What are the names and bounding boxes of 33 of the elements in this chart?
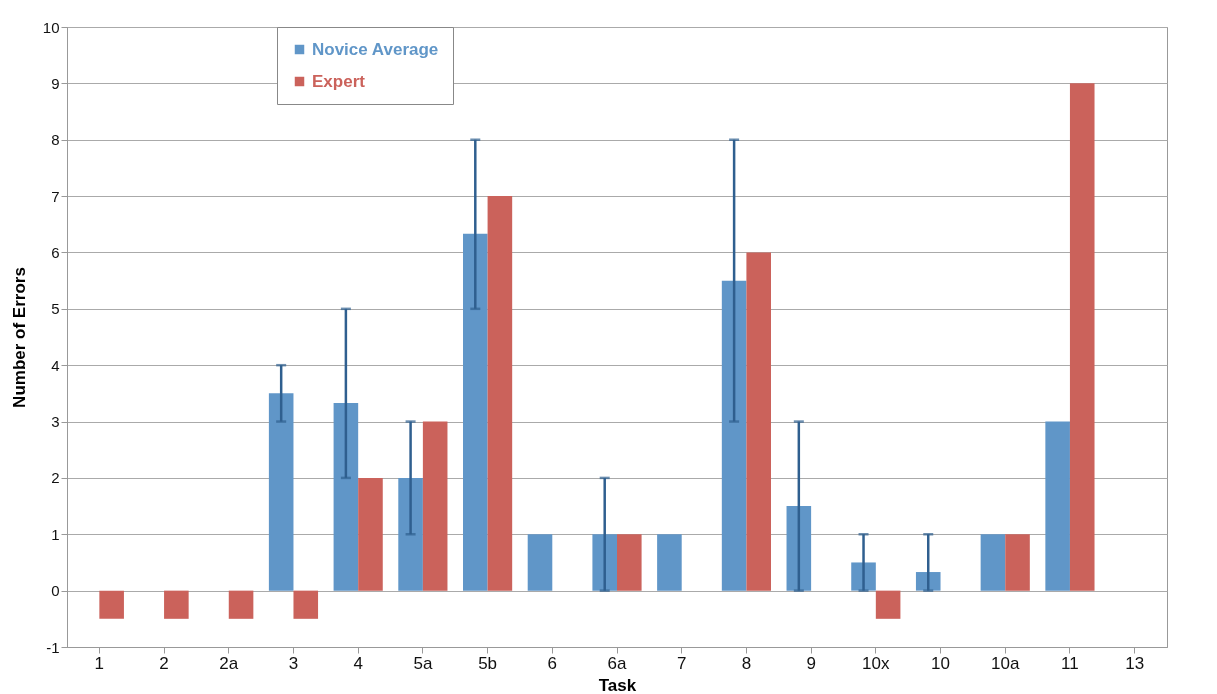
x-tick-label: 10x [862, 653, 891, 673]
x-tick-label: 11 [1061, 653, 1079, 673]
x-tick-label: 13 [1125, 653, 1145, 673]
y-tick-label: 7 [51, 187, 60, 205]
x-tick-label: 3 [288, 653, 299, 673]
y-tick-label: 0 [51, 582, 60, 600]
x-tick-label: 5a [413, 653, 433, 673]
y-tick-label: 3 [51, 413, 60, 431]
y-tick-label: 4 [51, 356, 60, 374]
x-tick-label: 5b [478, 653, 498, 673]
x-tick-label: 9 [806, 653, 816, 673]
x-tick-label: 2 [159, 653, 169, 673]
y-tick-label: 2 [51, 469, 60, 487]
x-tick-label: 4 [353, 653, 363, 673]
y-tick-label: 5 [51, 300, 60, 318]
y-axis-title: Number of Errors [9, 267, 29, 408]
y-tick-label: 8 [51, 131, 60, 149]
x-tick-label: 2a [219, 653, 239, 673]
y-tick-label: 6 [51, 243, 60, 261]
y-tick-label: -1 [46, 638, 60, 656]
x-tick-label: 6 [547, 653, 558, 673]
legend-label: Expert [312, 71, 366, 91]
x-tick-label: 1 [94, 653, 105, 673]
y-tick-label: 9 [51, 74, 60, 92]
x-tick-label: 7 [676, 653, 687, 673]
x-axis-title: Task [598, 675, 637, 694]
x-tick-label: 10a [991, 653, 1020, 673]
x-tick-label: 10 [931, 653, 950, 673]
x-tick-label: 6a [607, 653, 627, 673]
x-tick-label: 8 [741, 653, 752, 673]
legend-label: Novice Average [312, 39, 439, 59]
y-tick-label: 10 [42, 18, 60, 36]
y-tick-label: 1 [51, 525, 60, 543]
